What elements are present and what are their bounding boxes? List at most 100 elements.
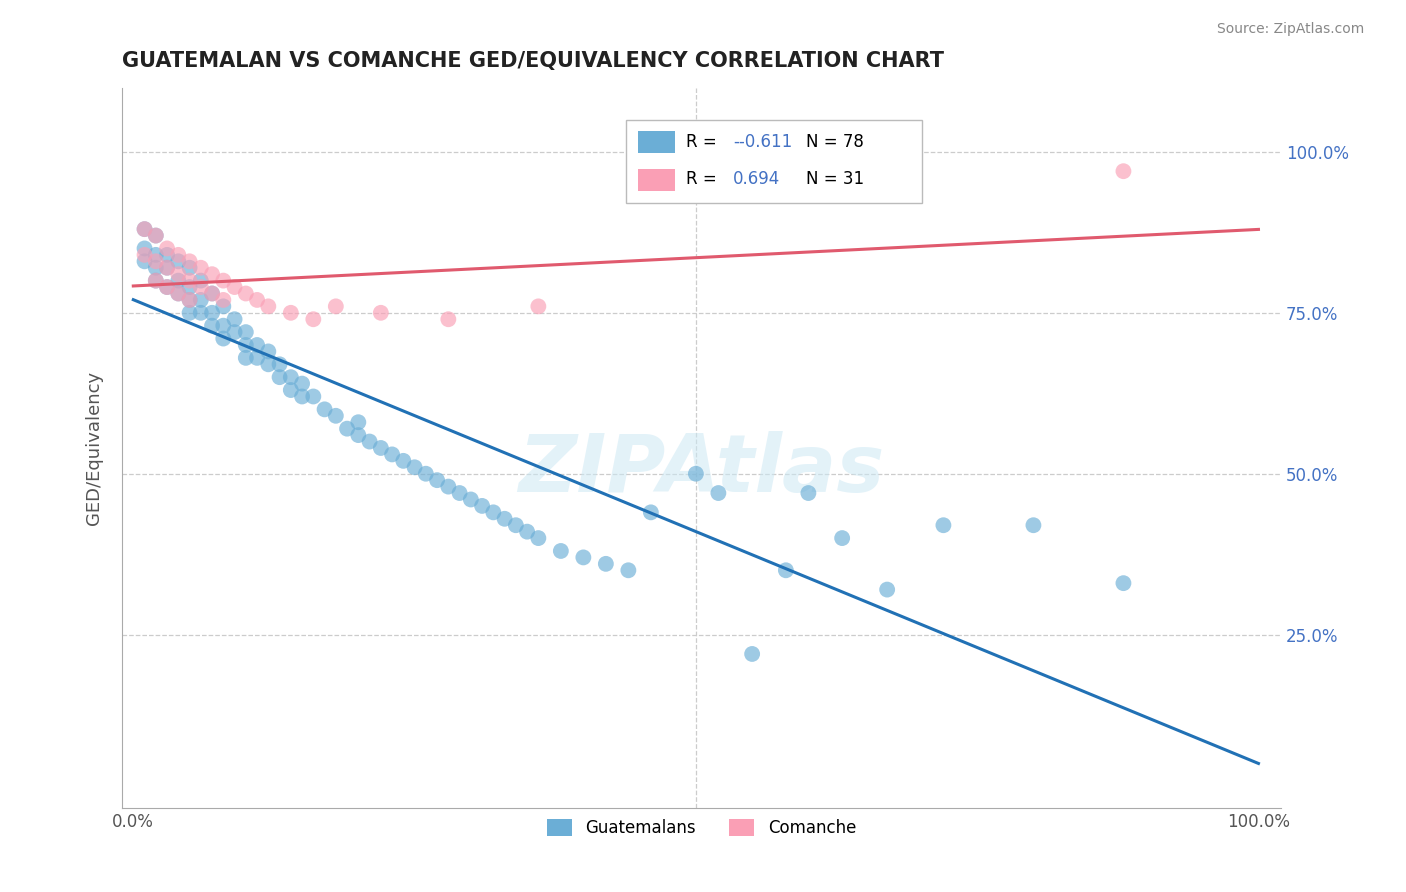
Point xyxy=(370,441,392,455)
Point xyxy=(167,274,190,288)
Text: N = 31: N = 31 xyxy=(806,170,863,188)
Point xyxy=(224,312,246,326)
Point xyxy=(449,486,471,500)
Point xyxy=(415,467,437,481)
Point xyxy=(167,254,190,268)
Point xyxy=(156,280,179,294)
Point xyxy=(190,260,212,275)
Point xyxy=(269,357,291,371)
Point xyxy=(201,318,224,333)
Point xyxy=(134,242,156,256)
Point xyxy=(471,499,494,513)
Point xyxy=(212,318,235,333)
Text: 0.694: 0.694 xyxy=(733,170,780,188)
Point xyxy=(302,389,325,403)
Point xyxy=(156,260,179,275)
Point xyxy=(876,582,898,597)
Point xyxy=(179,254,201,268)
Point xyxy=(572,550,595,565)
Point xyxy=(190,280,212,294)
Point xyxy=(167,248,190,262)
Point xyxy=(201,286,224,301)
Point xyxy=(269,370,291,384)
Point xyxy=(280,383,302,397)
Point xyxy=(212,299,235,313)
Point xyxy=(145,228,167,243)
Point xyxy=(201,286,224,301)
Point xyxy=(527,299,550,313)
Point xyxy=(156,248,179,262)
Legend: Guatemalans, Comanche: Guatemalans, Comanche xyxy=(540,812,863,843)
Point xyxy=(145,260,167,275)
Point xyxy=(156,242,179,256)
Point xyxy=(179,306,201,320)
Point xyxy=(482,505,505,519)
Point xyxy=(145,274,167,288)
Point xyxy=(201,267,224,281)
Point xyxy=(246,338,269,352)
Point xyxy=(347,415,370,429)
Point xyxy=(190,274,212,288)
Point xyxy=(707,486,730,500)
Point xyxy=(134,248,156,262)
Y-axis label: GED/Equivalency: GED/Equivalency xyxy=(86,371,103,525)
Point xyxy=(190,293,212,307)
Point xyxy=(325,409,347,423)
Point xyxy=(145,274,167,288)
Point xyxy=(404,460,426,475)
Point xyxy=(460,492,482,507)
Point xyxy=(437,480,460,494)
Point xyxy=(179,274,201,288)
Text: R =: R = xyxy=(686,133,723,151)
Point xyxy=(494,512,516,526)
Point xyxy=(392,454,415,468)
Point xyxy=(505,518,527,533)
Point xyxy=(235,338,257,352)
Point xyxy=(617,563,640,577)
Point xyxy=(179,260,201,275)
Point xyxy=(1112,576,1135,591)
Point xyxy=(932,518,955,533)
Point xyxy=(156,260,179,275)
Point xyxy=(212,274,235,288)
Point xyxy=(145,248,167,262)
Point xyxy=(291,389,314,403)
Text: R =: R = xyxy=(686,170,723,188)
Point xyxy=(156,280,179,294)
Point xyxy=(437,312,460,326)
Point xyxy=(797,486,820,500)
Point xyxy=(235,286,257,301)
Point xyxy=(167,286,190,301)
Point xyxy=(179,293,201,307)
Point xyxy=(257,299,280,313)
Point xyxy=(325,299,347,313)
Point xyxy=(167,286,190,301)
Point xyxy=(224,325,246,339)
Point xyxy=(134,254,156,268)
Point xyxy=(212,332,235,346)
Bar xyxy=(626,120,922,202)
Point xyxy=(314,402,336,417)
Point xyxy=(1112,164,1135,178)
Point xyxy=(179,280,201,294)
Point xyxy=(280,306,302,320)
Bar xyxy=(638,131,675,153)
Point xyxy=(257,357,280,371)
Point xyxy=(359,434,381,449)
Point xyxy=(381,447,404,461)
Point xyxy=(201,306,224,320)
Point xyxy=(685,467,707,481)
Point xyxy=(145,228,167,243)
Text: --0.611: --0.611 xyxy=(733,133,792,151)
Point xyxy=(775,563,797,577)
Point xyxy=(336,422,359,436)
Point xyxy=(145,254,167,268)
Point xyxy=(302,312,325,326)
Point xyxy=(246,351,269,365)
Point xyxy=(246,293,269,307)
Text: N = 78: N = 78 xyxy=(806,133,863,151)
Point xyxy=(224,280,246,294)
Point xyxy=(257,344,280,359)
Point xyxy=(134,222,156,236)
Point xyxy=(212,293,235,307)
